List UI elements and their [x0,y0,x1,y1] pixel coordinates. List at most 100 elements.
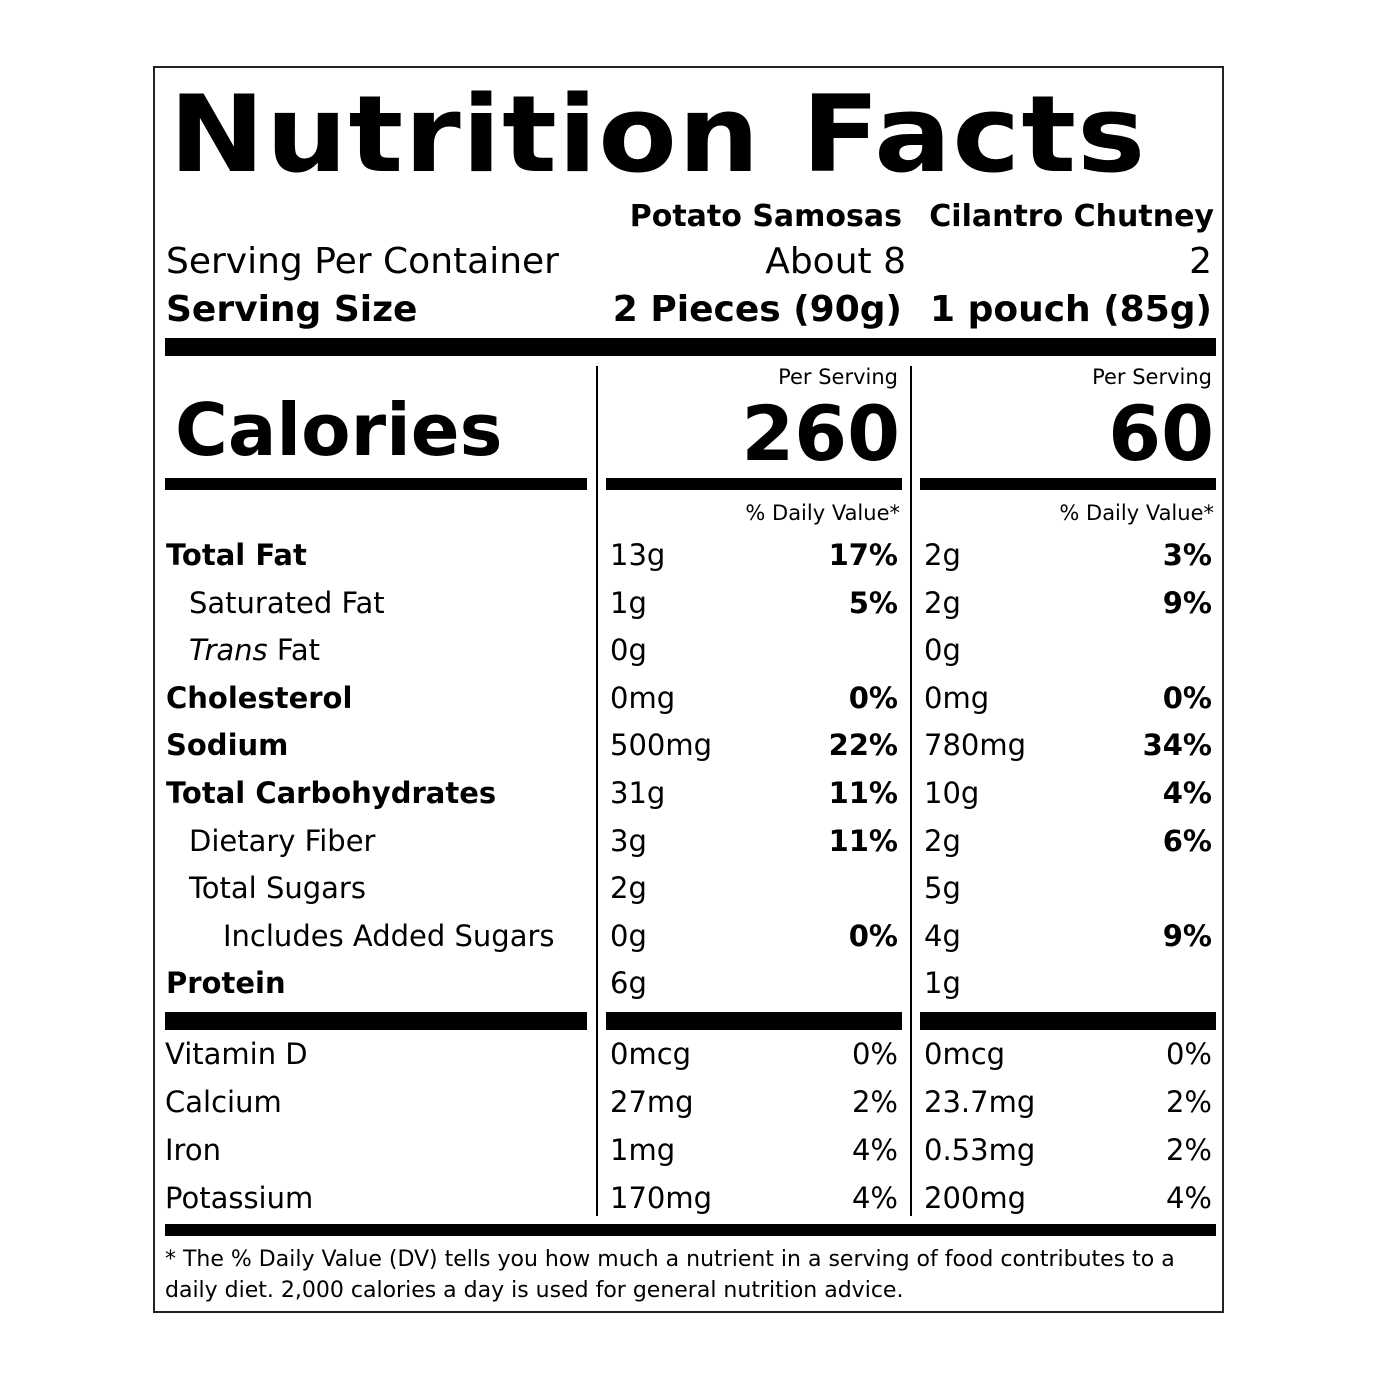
calories-bar-2 [920,478,1216,490]
servings-per-container-value-1: About 8 [765,241,906,282]
daily-value-label-1: % Daily Value* [745,501,900,525]
nutrient-amount-1: 31g [610,776,666,810]
vitamin-dv-1: 2% [851,1085,898,1119]
nutrient-label: Cholesterol [166,680,353,715]
nutrient-label-text: Cholesterol [166,680,353,715]
vitamin-dv-1: 0% [851,1037,898,1071]
thick-divider-top [165,338,1216,356]
vitamin-bar-1 [606,1012,902,1030]
nutrient-amount-1: 1g [610,585,647,620]
vitamin-label: Calcium [165,1085,282,1119]
vitamin-dv-1: 4% [851,1133,898,1167]
nutrient-label: Includes Added Sugars [223,918,555,953]
nutrient-amount-1: 6g [610,966,647,1001]
nutrient-amount-1: 0g [610,918,647,953]
per-serving-label-2: Per Serving [1092,365,1212,389]
vitamin-amount-1: 0mcg [610,1037,692,1071]
vitamin-label: Vitamin D [165,1037,308,1071]
nutrient-dv-1: 11% [828,823,898,858]
nutrient-dv-2: 3% [1162,538,1212,572]
vitamin-amount-2: 200mg [924,1181,1027,1215]
nutrient-amount-1: 2g [610,871,647,906]
vitamin-dv-1: 4% [851,1181,898,1215]
vitamin-dv-2: 2% [1165,1085,1212,1119]
nutrient-amount-2: 2g [924,823,961,858]
footnote: * The % Daily Value (DV) tells you how m… [165,1247,1175,1303]
calories-value-2: 60 [1108,389,1214,478]
nutrient-label-text: Fat [276,633,321,668]
column-divider-2 [910,366,912,1216]
vitamin-label: Potassium [165,1181,314,1215]
serving-size-value-1: 2 Pieces (90g) [612,289,902,330]
nutrient-amount-2: 5g [924,871,961,906]
per-serving-label-1: Per Serving [778,365,898,389]
product-name-1: Potato Samosas [629,199,902,234]
vitamin-bar-label [165,1012,587,1030]
calories-label: Calories [175,388,503,472]
nutrient-dv-1: 17% [828,538,898,572]
nutrient-label-text: Total Fat [166,538,307,572]
nutrient-label: Protein [166,969,286,998]
nutrient-label: Trans Fat [189,636,320,665]
calories-bar-label [165,478,587,490]
nutrient-amount-2: 780mg [924,728,1027,763]
nutrient-dv-2: 6% [1162,823,1212,858]
nutrient-label: Total Sugars [189,874,366,903]
nutrient-dv-1: 11% [828,776,898,810]
nutrition-label: Nutrition Facts Potato Samosas Cilantro … [153,66,1224,1313]
calories-value-1: 260 [741,389,900,478]
vitamin-bar-2 [920,1012,1216,1030]
nutrient-dv-2: 9% [1162,918,1212,953]
product-name-2: Cilantro Chutney [929,199,1214,234]
servings-per-container-value-2: 2 [1189,241,1212,282]
column-divider-1 [596,366,598,1216]
calories-bar-1 [606,478,902,490]
nutrient-amount-1: 0mg [610,680,676,715]
nutrient-amount-2: 1g [924,966,961,1001]
nutrient-amount-1: 500mg [610,728,713,763]
vitamin-dv-2: 4% [1165,1181,1212,1215]
nutrient-label-text: Total Carbohydrates [166,776,497,810]
nutrient-amount-2: 0g [924,633,961,668]
nutrient-label: Total Carbohydrates [166,779,496,808]
nutrient-dv-2: 0% [1162,680,1212,715]
nutrient-dv-1: 0% [848,680,898,715]
nutrient-amount-1: 0g [610,633,647,668]
nutrient-label-text: Total Sugars [189,871,366,906]
vitamin-label: Iron [165,1133,221,1167]
nutrient-dv-2: 9% [1162,585,1212,620]
vitamin-dv-2: 2% [1165,1133,1212,1167]
nutrient-amount-2: 2g [924,585,961,620]
servings-per-container-label: Serving Per Container [166,241,559,282]
label-title: Nutrition Facts [169,73,1147,196]
nutrient-label-text: Includes Added Sugars [223,918,555,953]
nutrient-dv-1: 0% [848,918,898,953]
vitamin-amount-2: 0.53mg [924,1133,1036,1167]
nutrient-dv-2: 4% [1162,776,1212,810]
daily-value-label-2: % Daily Value* [1059,501,1214,525]
thick-divider-bottom [165,1224,1216,1236]
nutrient-label: Dietary Fiber [189,823,376,858]
nutrient-label: Saturated Fat [189,585,385,620]
vitamin-amount-2: 0mcg [924,1037,1006,1071]
vitamin-dv-2: 0% [1165,1037,1212,1071]
nutrient-amount-1: 3g [610,823,647,858]
nutrient-label-text: Protein [166,966,286,1001]
vitamin-amount-1: 170mg [610,1181,713,1215]
serving-size-label: Serving Size [166,289,418,330]
nutrient-amount-2: 10g [924,776,980,810]
serving-size-value-2: 1 pouch (85g) [930,289,1212,330]
nutrient-dv-1: 5% [848,585,898,620]
nutrient-amount-1: 13g [610,538,666,572]
nutrient-label-text: Saturated Fat [189,585,385,620]
nutrient-label-prefix: Trans [189,633,268,668]
nutrient-label: Sodium [166,731,288,760]
vitamin-amount-2: 23.7mg [924,1085,1036,1119]
nutrient-label-text: Sodium [166,728,289,763]
nutrient-label-text: Dietary Fiber [189,823,376,858]
nutrient-dv-2: 34% [1142,728,1212,763]
nutrient-amount-2: 4g [924,918,961,953]
nutrient-dv-1: 22% [828,728,898,763]
nutrient-label: Total Fat [166,541,307,570]
nutrient-amount-2: 0mg [924,680,990,715]
